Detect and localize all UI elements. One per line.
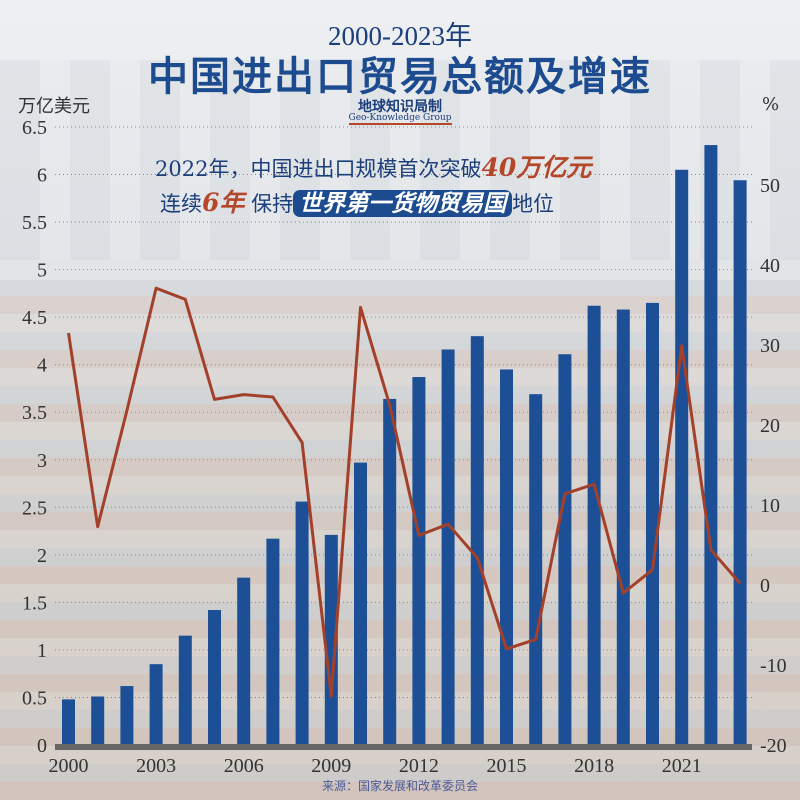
bar-2021 [675,169,689,746]
bar-2018 [587,305,601,745]
bar-2012 [412,377,426,745]
left-tick-label: 5.5 [22,212,47,234]
left-tick-label: 3 [37,450,47,472]
bar-2004 [178,635,192,745]
chart-title: 中国进出口贸易总额及增速 [148,54,652,100]
left-axis-label: 万亿美元 [18,96,90,117]
growth-rate-line [67,286,742,698]
x-tick-label: 2015 [487,755,527,777]
x-axis-line [55,744,752,750]
bar-2006 [237,577,251,745]
bar-2003 [149,664,163,745]
right-tick-label: 50 [760,175,780,197]
bar-2008 [295,501,309,745]
brand-cn: 地球知识局制 [358,99,442,115]
background-buildings [0,60,800,260]
bar-2005 [208,609,221,745]
annotation-line-1: 2022年，中国进出口规模首次突破40万亿元 [155,153,592,182]
brand-en: Geo-Knowledge Group [348,113,452,125]
x-tick-label: 2006 [224,755,264,777]
right-axis-label: % [762,94,780,115]
left-tick-label: 6.5 [22,117,47,139]
bar-2022 [704,145,718,745]
left-tick-label: 2.5 [22,497,47,519]
left-tick-label: 5 [37,260,47,282]
bar-2002 [120,686,134,745]
left-tick-label: 0 [37,735,47,757]
right-tick-label: -10 [760,655,787,677]
title-years: 2000-2023年 [328,21,472,51]
right-tick-label: 0 [760,575,770,597]
source-note: 来源：国家发展和改革委员会 [321,779,478,793]
bar-2013 [441,349,455,745]
left-tick-label: 3.5 [22,402,47,424]
bar-2015 [500,369,513,745]
highlight-40-trillion: 40万亿元 [481,153,592,182]
bar-2017 [558,354,572,745]
left-tick-label: 1.5 [22,592,47,614]
left-tick-label: 2 [37,545,47,567]
bar-2007 [266,538,280,745]
right-tick-label: 30 [760,335,780,357]
right-tick-label: 40 [760,255,780,277]
x-tick-label: 2009 [311,755,351,777]
x-tick-label: 2012 [399,755,439,777]
x-tick-label: 2018 [574,755,614,777]
left-tick-label: 1 [37,640,47,662]
x-tick-label: 2003 [136,755,176,777]
right-tick-label: 20 [760,415,780,437]
right-tick-label: -20 [760,735,787,757]
right-tick-label: 10 [760,495,780,517]
left-tick-label: 0.5 [22,687,47,709]
bar-2000 [62,699,75,745]
annotation-line-2: 连续6年 保持 世界第一货物贸易国 地位 [160,188,555,217]
left-tick-label: 6 [37,165,47,187]
bar-2019 [616,309,630,745]
left-tick-label: 4 [37,355,47,377]
bar-2011 [383,398,397,745]
highlight-box: 世界第一货物贸易国 [293,190,513,217]
bar-2010 [354,462,367,745]
x-tick-label: 2021 [662,755,702,777]
bar-2014 [470,336,484,745]
bar-2009 [324,534,338,745]
bar-2016 [529,394,543,745]
x-tick-label: 2000 [49,755,89,777]
bar-2020 [646,302,659,745]
bar-2001 [91,696,105,745]
bar-2023 [733,180,747,746]
left-tick-label: 4.5 [22,307,47,329]
